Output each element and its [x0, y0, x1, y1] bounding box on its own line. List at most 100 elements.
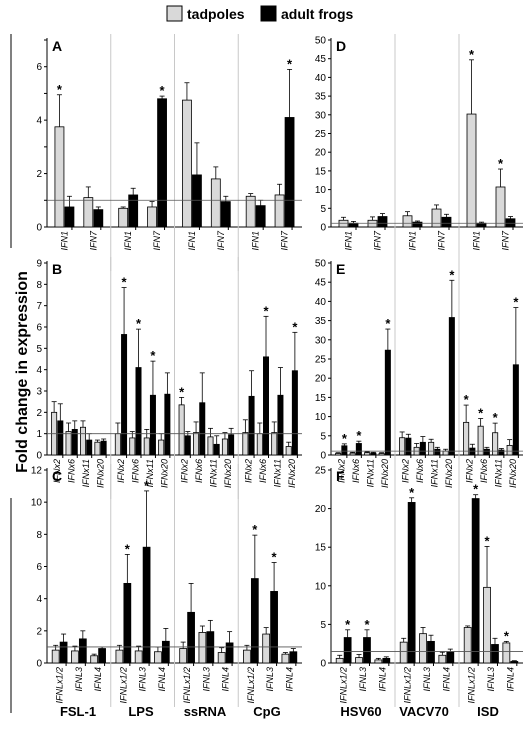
bar-adult-frogs [192, 174, 202, 228]
bar-tadpoles [198, 632, 207, 664]
bar-adult-frogs [377, 216, 388, 228]
x-tick-label: IFN1 [251, 231, 261, 251]
x-tick-label: IFN7 [501, 230, 511, 250]
bar-adult-frogs [128, 194, 139, 228]
x-tick-label: IFNL3 [74, 667, 84, 692]
x-tick-label: IFNx2 [116, 459, 126, 483]
x-tick-label: IFNx11 [81, 459, 91, 487]
bar-tadpoles [179, 648, 188, 664]
bar-tadpoles [335, 453, 342, 456]
y-tick-label: 0 [36, 451, 42, 462]
bar-adult-frogs [121, 334, 128, 456]
bar-adult-frogs [228, 434, 235, 456]
bar-adult-frogs [348, 222, 359, 228]
treatment-label: CpG [253, 704, 280, 719]
bar-tadpoles [442, 450, 449, 456]
significance-marker: * [342, 431, 348, 446]
y-tick-label: 10 [31, 498, 43, 509]
x-tick-label: IFNL3 [486, 667, 496, 692]
y-tick-label: 35 [315, 92, 327, 103]
bar-tadpoles [355, 657, 363, 664]
bar-tadpoles [256, 433, 263, 456]
bar-tadpoles [94, 441, 101, 456]
bar-adult-frogs [213, 443, 220, 456]
x-tick-label: IFNLx1/2 [403, 667, 413, 704]
significance-marker: * [263, 303, 269, 318]
y-tick-label: 15 [315, 393, 327, 404]
y-tick-label: 12 [31, 466, 43, 477]
bar-tadpoles [506, 444, 513, 456]
significance-marker: * [513, 295, 519, 310]
bar-adult-frogs [57, 420, 64, 456]
bar-tadpoles [477, 425, 484, 456]
significance-marker: * [385, 316, 391, 331]
x-tick-label: IFNx11 [145, 459, 155, 487]
y-tick-label: 4 [36, 365, 42, 376]
bar-adult-frogs [64, 206, 75, 228]
y-tick-label: 9 [36, 259, 42, 270]
bar-tadpoles [374, 659, 383, 664]
bar-adult-frogs [270, 591, 278, 664]
bar-tadpoles [281, 653, 290, 664]
bar-tadpoles [378, 453, 385, 456]
bar-tadpoles [115, 649, 124, 664]
x-tick-label: IFNx11 [365, 459, 375, 487]
panel-letter: F [336, 468, 345, 484]
y-tick-label: 0 [36, 659, 42, 670]
y-tick-label: 10 [315, 581, 327, 592]
x-tick-label: IFNx20 [444, 459, 454, 488]
bar-tadpoles [54, 126, 65, 228]
x-tick-label: IFNL4 [441, 667, 451, 692]
bar-tadpoles [419, 633, 427, 664]
x-tick-label: IFNx2 [52, 459, 62, 483]
bar-tadpoles [466, 113, 477, 228]
bar-adult-frogs [250, 578, 259, 664]
significance-marker: * [144, 478, 150, 493]
bar-adult-frogs [255, 205, 266, 228]
panel-letter: D [336, 38, 346, 54]
x-tick-label: IFN7 [437, 230, 447, 250]
bar-tadpoles [118, 207, 129, 228]
bar-adult-frogs [93, 209, 104, 228]
bar-adult-frogs [248, 395, 255, 456]
significance-marker: * [287, 56, 293, 71]
significance-marker: * [409, 485, 415, 500]
x-tick-label: IFNLx1/2 [55, 667, 65, 704]
bar-adult-frogs [355, 443, 362, 456]
x-tick-label: IFNLx1/2 [182, 667, 192, 704]
x-tick-label: IFN7 [88, 230, 98, 250]
x-tick-label: IFNx11 [429, 459, 439, 487]
bar-tadpoles [207, 436, 214, 456]
significance-marker: * [473, 482, 479, 497]
bar-adult-frogs [427, 640, 435, 664]
treatment-labels-left: FSL-1 LPS ssRNA CpG [60, 704, 281, 719]
bar-adult-frogs [78, 638, 87, 664]
x-tick-label: IFNx20 [159, 459, 169, 488]
x-tick-label: IFNx20 [380, 459, 390, 488]
x-tick-label: IFNx20 [223, 459, 233, 488]
significance-marker: * [464, 392, 470, 407]
x-tick-label: IFNx6 [479, 459, 489, 483]
bar-tadpoles [143, 437, 150, 456]
x-tick-label: IFNL3 [201, 667, 211, 692]
x-tick-label: IFN7 [280, 230, 290, 250]
x-tick-label: IFN7 [152, 230, 162, 250]
y-tick-label: 4 [36, 116, 42, 127]
bar-adult-frogs [512, 364, 519, 456]
y-tick-label: 2 [36, 626, 42, 637]
treatment-label: FSL-1 [60, 704, 96, 719]
x-tick-label: IFNL4 [505, 667, 515, 692]
y-tick-label: 5 [320, 204, 326, 215]
significance-marker: * [469, 47, 475, 62]
y-tick-label: 30 [315, 335, 327, 346]
bar-adult-frogs [71, 428, 78, 456]
bar-tadpoles [431, 208, 442, 228]
bar-tadpoles [274, 194, 285, 228]
x-tick-label: IFNx6 [415, 459, 425, 483]
bar-adult-frogs [184, 435, 191, 456]
bar-adult-frogs [407, 502, 416, 664]
bar-tadpoles [502, 642, 511, 664]
bar-adult-frogs [149, 394, 156, 456]
y-tick-label: 20 [315, 504, 327, 515]
